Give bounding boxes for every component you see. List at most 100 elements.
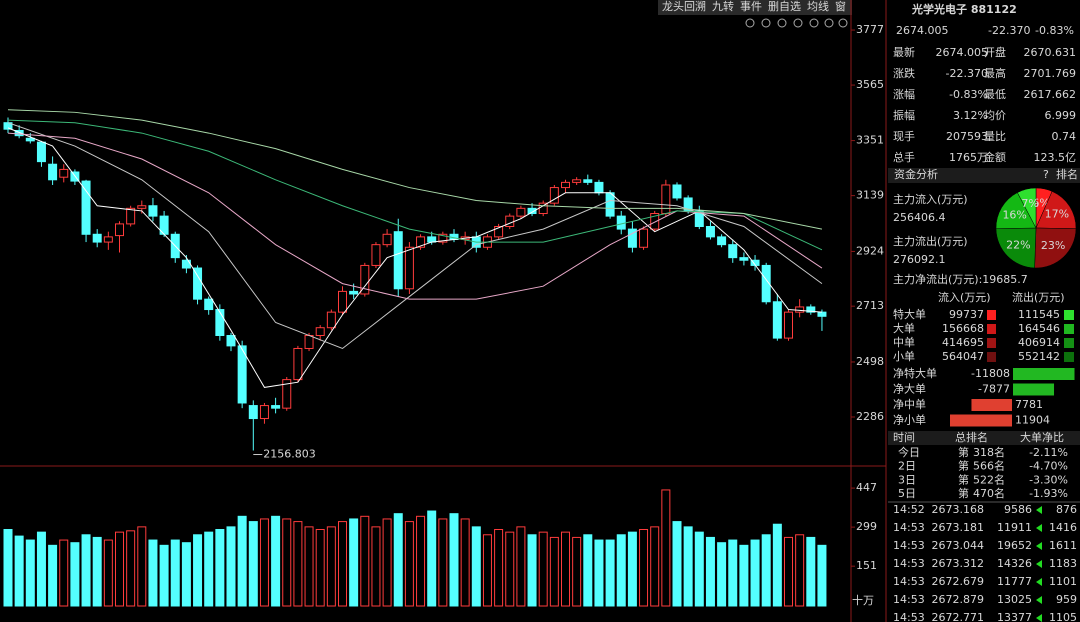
flow-in-swatch [987, 324, 996, 334]
ranking-period: 3日 [898, 473, 916, 486]
volume-bar [605, 539, 615, 607]
toolbar-button[interactable]: 九转 [712, 0, 734, 13]
volume-bar [360, 515, 370, 607]
toolbar-button[interactable]: 事件 [740, 0, 762, 13]
flow-in: 99737 [949, 308, 984, 321]
volume-bar [795, 534, 805, 607]
y-tick-label: 3777 [856, 23, 884, 36]
volume-bar [561, 531, 570, 607]
volume-bar [627, 531, 637, 607]
volume-bar [103, 539, 113, 607]
quote-value: 207593 [946, 130, 988, 143]
candle-body [315, 327, 325, 336]
candle-body [583, 179, 593, 183]
volume-bar [226, 526, 236, 607]
tick-count: 1611 [1049, 539, 1077, 552]
ranking-header-bar [888, 431, 1080, 445]
tick-volume: 13025 [997, 593, 1032, 606]
ranking-period: 今日 [898, 445, 920, 459]
moving-average [7, 119, 823, 251]
volume-bar [516, 526, 526, 607]
candle-body [271, 405, 281, 409]
fund-header-bar [888, 168, 1080, 183]
ranking-ratio: -2.11% [1029, 446, 1068, 459]
toolbar-button[interactable]: 窗 [835, 0, 846, 13]
toolbar-button[interactable]: 删自选 [768, 0, 801, 13]
last-price: 2674.005 [896, 24, 949, 37]
tick-price: 2673.181 [932, 521, 985, 534]
candle-body [14, 129, 24, 137]
candle-body [538, 202, 548, 215]
ranking-rank: 470名 [973, 486, 1005, 500]
icon[interactable] [777, 18, 787, 28]
icon[interactable] [761, 18, 771, 28]
tick-time: 14:53 [893, 521, 925, 534]
volume-bar [717, 542, 727, 607]
volume-bar [315, 529, 325, 607]
candle-body [739, 257, 749, 261]
candle-body [627, 228, 637, 248]
candle-body [505, 215, 515, 228]
candle-body [661, 184, 671, 215]
candle-body [561, 181, 570, 189]
moving-average [7, 127, 822, 388]
candle-body [650, 213, 660, 230]
tick-price: 2672.771 [932, 611, 985, 622]
toolbar-button[interactable]: 均线 [807, 0, 829, 13]
candle-body [25, 137, 35, 142]
volume-bar [583, 534, 593, 607]
volume-bar [482, 534, 492, 607]
icon[interactable] [824, 18, 834, 28]
volume-bar [728, 539, 738, 607]
icon[interactable] [838, 18, 848, 28]
candle-body [516, 207, 526, 217]
candle-body [494, 226, 504, 238]
tick-price: 2673.044 [932, 539, 985, 552]
pie-slice [995, 192, 1037, 229]
net-label: 净特大单 [893, 366, 937, 380]
net-value: -11808 [971, 367, 1010, 380]
volume-bar [705, 536, 715, 607]
inflow-label: 主力流入(万元) [893, 192, 968, 206]
quote-label: 振幅 [893, 108, 915, 122]
flow-label: 小单 [893, 350, 915, 363]
help-button[interactable]: ? [1043, 168, 1049, 181]
y-tick-label: 2498 [856, 355, 884, 368]
volume-bar [193, 534, 203, 607]
volume-bar [404, 521, 414, 607]
quote-value: 2670.631 [1024, 46, 1077, 59]
volume-bar [204, 531, 214, 607]
icon[interactable] [793, 18, 803, 28]
volume-bar [59, 539, 69, 607]
rank-button[interactable]: 排名 [1056, 167, 1078, 181]
icon[interactable] [809, 18, 819, 28]
flow-in-swatch [987, 352, 996, 362]
candle-body [772, 301, 782, 339]
price-pct: -0.83% [1035, 24, 1074, 37]
volume-bar [338, 521, 347, 607]
volume-bar [449, 513, 459, 607]
flow-header: 流入(万元) [938, 290, 991, 304]
flow-in-swatch [987, 310, 996, 320]
net-value: 11904 [1015, 414, 1050, 427]
volume-bar [538, 531, 548, 607]
toolbar-button[interactable]: 龙头回溯 [662, 0, 706, 13]
flow-in: 564047 [942, 350, 984, 363]
candle-body [404, 246, 414, 290]
volume-bar [36, 531, 46, 607]
pie-slice [1034, 227, 1077, 269]
tick-time: 14:53 [893, 593, 925, 606]
quote-label: 最新 [893, 45, 915, 59]
volume-bar [572, 536, 582, 607]
quote-value: 123.5亿 [1034, 151, 1077, 164]
tick-volume: 13377 [997, 611, 1032, 622]
volume-bar [694, 531, 704, 607]
net-bar [950, 414, 1012, 427]
volume-bar [304, 526, 314, 607]
candle-body [126, 207, 136, 225]
quote-label: 涨幅 [893, 88, 915, 101]
icon[interactable] [745, 18, 755, 28]
candle-body [215, 309, 225, 336]
candle-body [304, 334, 314, 349]
tick-count: 1183 [1049, 557, 1077, 570]
